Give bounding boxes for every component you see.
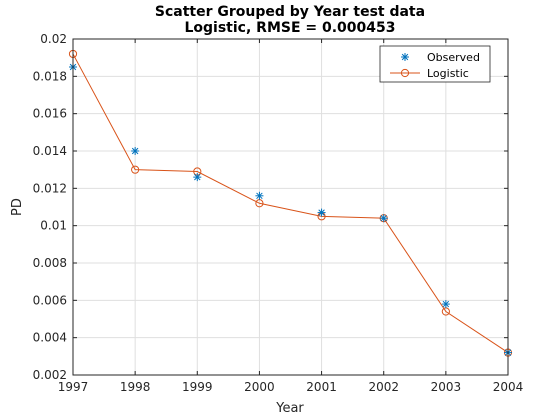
observed-point <box>379 214 388 223</box>
plot-area <box>73 39 508 375</box>
axis-ticks: 1997 1998 1999 2000 2001 2002 2003 2004 0.002 0.0… <box>33 32 524 394</box>
legend-observed-label: Observed <box>427 51 480 64</box>
legend: Observed Logistic <box>379 45 491 83</box>
x-tick-label: 2002 <box>368 380 399 394</box>
legend-box <box>379 45 491 83</box>
x-tick-label: 1997 <box>58 380 89 394</box>
y-tick-label: 0.014 <box>33 144 67 158</box>
x-tick-label: 2001 <box>306 380 337 394</box>
legend-observed-asterisk <box>401 53 409 61</box>
plot-series <box>68 49 513 357</box>
axes-box <box>72 38 509 376</box>
x-axis-label: Year <box>275 401 304 416</box>
legend-logistic-label: Logistic <box>427 67 469 80</box>
y-tick-label: 0.006 <box>33 293 67 307</box>
observed-point <box>255 191 264 200</box>
y-axis-label: PD <box>10 198 25 216</box>
observed-point <box>193 173 202 182</box>
y-tick-label: 0.01 <box>40 219 67 233</box>
x-tick-label: 2000 <box>244 380 275 394</box>
legend-observed-marker <box>401 53 409 61</box>
y-tick-label: 0.008 <box>33 256 67 270</box>
observed-point <box>441 300 450 309</box>
y-tick-label: 0.004 <box>33 331 67 345</box>
chart-title: Scatter Grouped by Year test data <box>155 4 425 20</box>
y-tick-label: 0.018 <box>33 69 67 83</box>
logistic-point <box>131 165 140 174</box>
y-tick-label: 0.012 <box>33 181 67 195</box>
observed-point <box>317 208 326 217</box>
x-tick-label: 2003 <box>431 380 462 394</box>
legend-logistic-marker <box>400 68 410 78</box>
logistic-line <box>72 53 509 354</box>
x-tick-label: 2004 <box>493 380 524 394</box>
y-tick-label: 0.002 <box>33 368 67 382</box>
chart-subtitle: Logistic, RMSE = 0.000453 <box>184 20 395 36</box>
x-tick-label: 1998 <box>120 380 151 394</box>
y-tick-label: 0.02 <box>40 32 67 46</box>
observed-point <box>131 147 140 155</box>
y-tick-label: 0.016 <box>33 107 67 121</box>
x-tick-label: 1999 <box>182 380 213 394</box>
